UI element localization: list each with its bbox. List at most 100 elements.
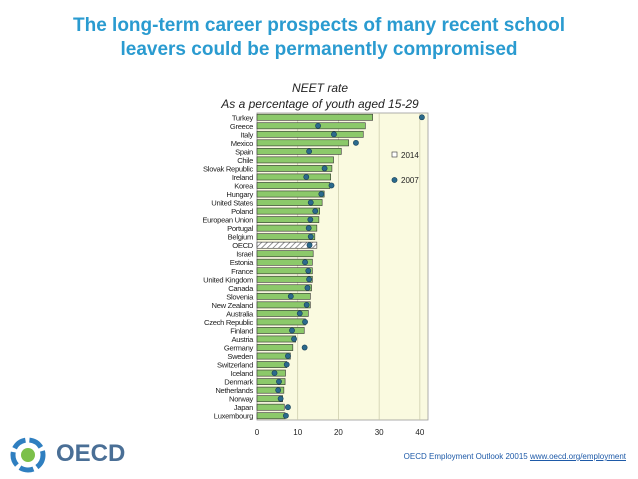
marker-2007 (318, 191, 325, 197)
bar (256, 275, 313, 283)
marker-2007 (307, 233, 314, 240)
plot-area (256, 112, 429, 421)
bar (256, 250, 314, 258)
bar (256, 173, 331, 181)
bar (256, 335, 296, 343)
x-tick-label: 0 (255, 428, 260, 437)
x-tick-label: 10 (293, 428, 302, 437)
marker-2007 (331, 131, 337, 138)
category-label: New Zealand (212, 301, 254, 310)
chart-title: NEET rate (291, 81, 348, 95)
category-label: Iceland (231, 369, 253, 378)
category-label: Chile (237, 156, 253, 165)
bar (256, 207, 321, 215)
title-line-2: leavers could be permanently compromised (120, 39, 518, 60)
source-link[interactable]: www.oecd.org/employment (529, 452, 626, 461)
category-label: United Kingdom (203, 275, 253, 284)
legend-label-2014: 2014 (401, 151, 419, 160)
category-label: Finland (230, 326, 253, 335)
category-label: Switzerland (217, 361, 253, 370)
marker-2007 (285, 404, 291, 411)
marker-2007 (304, 284, 311, 291)
category-label: Norway (229, 395, 253, 404)
category-label: Slovenia (226, 292, 254, 301)
category-label: Spain (235, 147, 253, 156)
bar (256, 139, 349, 147)
bar (256, 292, 311, 300)
bar (256, 284, 312, 292)
category-label: Korea (234, 181, 254, 190)
category-label: France (231, 267, 253, 276)
bar (256, 224, 318, 232)
bar (256, 182, 331, 189)
category-label: Luxembourg (214, 412, 253, 421)
x-tick-label: 40 (415, 428, 424, 437)
chart-heading: NEET rate As a percentage of youth aged … (160, 80, 480, 112)
category-label: Slovak Republic (203, 164, 253, 173)
marker-2007 (305, 225, 312, 232)
marker-2007 (285, 353, 291, 359)
marker-2007 (306, 242, 313, 249)
bar (256, 361, 288, 368)
bar (256, 412, 286, 420)
source-text: OECD Employment Outlook 20015 (403, 452, 528, 461)
oecd-logo: OECD (10, 437, 125, 473)
marker-2007 (353, 139, 359, 146)
bar (256, 241, 318, 249)
category-label: Germany (224, 344, 254, 353)
category-label: Poland (231, 207, 253, 216)
category-label: Estonia (230, 258, 254, 267)
marker-2007 (302, 259, 308, 266)
marker-2007 (271, 370, 278, 376)
bar (256, 403, 285, 411)
category-label: Belgium (228, 233, 253, 242)
category-label: Greece (230, 122, 253, 131)
category-label: Denmark (224, 378, 253, 387)
category-label: Ireland (232, 173, 253, 182)
marker-2007 (321, 165, 328, 172)
category-label: OECD (232, 241, 254, 250)
bar (256, 378, 286, 385)
marker-2007 (276, 378, 282, 385)
bar (256, 386, 285, 394)
marker-2007 (418, 114, 425, 121)
bar (256, 216, 320, 223)
bar (256, 122, 366, 130)
bar (256, 301, 311, 309)
bar (256, 310, 309, 317)
marker-2007 (302, 319, 308, 325)
marker-2007 (306, 148, 313, 155)
legend-swatch-2014 (391, 151, 398, 158)
category-label: Mexico (231, 139, 253, 148)
marker-2007 (291, 336, 297, 342)
category-label: Netherlands (215, 386, 253, 395)
legend-marker-2007 (391, 177, 398, 183)
marker-2007 (303, 301, 310, 308)
category-label: Turkey (232, 113, 254, 122)
bar (256, 113, 373, 121)
category-label: Israel (236, 250, 253, 259)
bar (256, 344, 294, 351)
bar (256, 369, 286, 377)
marker-2007 (301, 344, 308, 351)
oecd-globe-icon (10, 437, 46, 473)
bar (256, 327, 305, 334)
category-label: Sweden (227, 352, 253, 361)
oecd-logo-text: OECD (56, 440, 126, 467)
marker-2007 (296, 310, 303, 317)
bar (256, 318, 306, 326)
x-tick-label: 20 (334, 428, 343, 437)
marker-2007 (283, 361, 290, 368)
marker-2007 (306, 276, 313, 283)
category-label: Czech Republic (204, 318, 253, 327)
category-label: Canada (228, 284, 254, 293)
marker-2007 (305, 267, 312, 274)
marker-2007 (328, 182, 335, 189)
marker-2007 (275, 387, 282, 394)
category-label: European Union (202, 216, 253, 225)
marker-2007 (287, 293, 294, 300)
category-label: United States (211, 199, 253, 208)
category-label: Australia (226, 309, 254, 318)
chart-subtitle: As a percentage of youth aged 15-29 (221, 97, 419, 111)
